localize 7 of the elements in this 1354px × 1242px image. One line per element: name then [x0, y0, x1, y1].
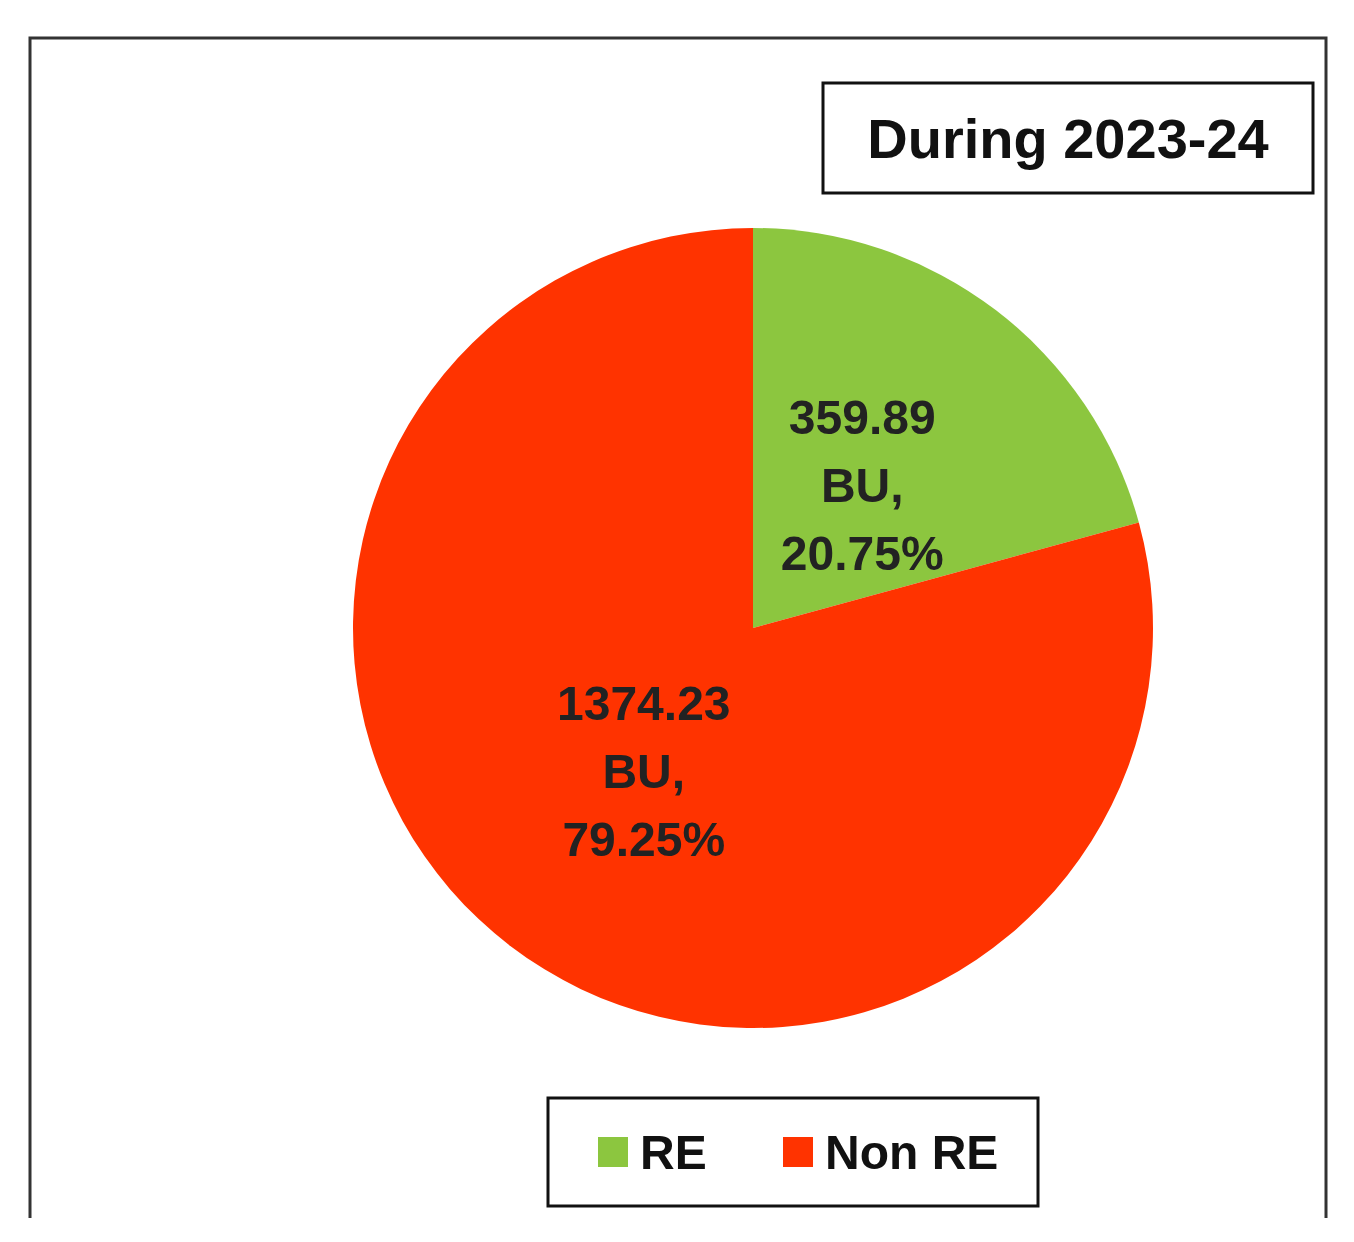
- data-label: 359.89 BU, 20.75%: [780, 390, 944, 580]
- chart-title: During 2023-24: [867, 106, 1269, 170]
- data-label: 1374.23 BU, 79.25%: [557, 676, 731, 866]
- legend-label: Non RE: [825, 1125, 999, 1179]
- pie-slice: [353, 228, 1153, 1028]
- legend-label: RE: [640, 1125, 707, 1179]
- pie-slice: [753, 228, 1139, 628]
